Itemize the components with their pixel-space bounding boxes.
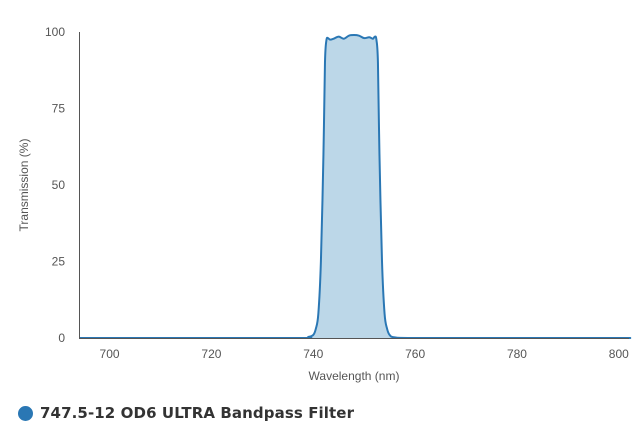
x-tick-label: 700 bbox=[100, 347, 120, 361]
x-tick-label: 720 bbox=[201, 347, 221, 361]
legend-label: 747.5-12 OD6 ULTRA Bandpass Filter bbox=[40, 404, 355, 422]
x-tick-label: 760 bbox=[405, 347, 425, 361]
y-tick-label: 25 bbox=[52, 255, 66, 269]
x-axis-title: Wavelength (nm) bbox=[309, 369, 400, 383]
tick-labels: 700 720 740 760 780 800 0 25 50 75 100 bbox=[45, 25, 629, 361]
y-axis-title: Transmission (%) bbox=[17, 139, 31, 232]
plot-area bbox=[78, 34, 632, 340]
series-line[interactable] bbox=[78, 34, 632, 340]
legend-marker-icon bbox=[18, 405, 33, 421]
y-tick-label: 100 bbox=[45, 25, 65, 39]
legend[interactable]: 747.5-12 OD6 ULTRA Bandpass Filter bbox=[18, 404, 354, 422]
x-tick-label: 780 bbox=[507, 347, 527, 361]
x-tick-label: 740 bbox=[303, 347, 323, 361]
y-tick-label: 50 bbox=[52, 178, 66, 192]
y-tick-label: 0 bbox=[58, 331, 65, 345]
x-tick-label: 800 bbox=[609, 347, 629, 361]
axes bbox=[79, 32, 629, 339]
series-area bbox=[79, 35, 631, 339]
y-tick-label: 75 bbox=[52, 102, 66, 116]
